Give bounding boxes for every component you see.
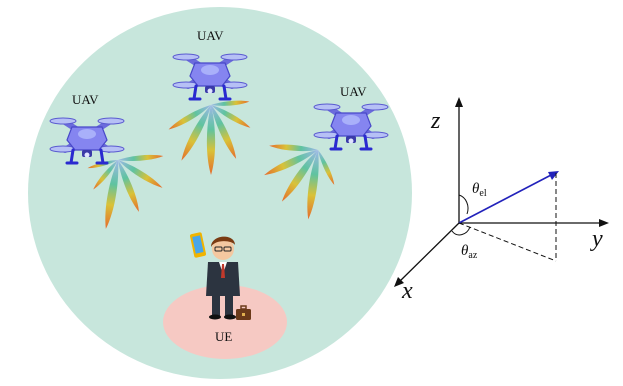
coverage-area bbox=[28, 7, 412, 379]
x-axis bbox=[397, 222, 460, 284]
x-axis-label: x bbox=[401, 278, 413, 304]
theta-el-label: θel bbox=[472, 181, 487, 199]
uav-label-center: UAV bbox=[197, 28, 224, 43]
elevation-arc bbox=[458, 194, 469, 215]
direction-vector bbox=[458, 173, 554, 224]
briefcase-icon bbox=[236, 305, 251, 320]
z-axis-label: z bbox=[430, 108, 441, 134]
coordinate-system bbox=[394, 97, 609, 287]
ue-user: UE bbox=[190, 232, 251, 344]
uav-label-right: UAV bbox=[340, 84, 367, 99]
phone-icon bbox=[190, 232, 206, 258]
y-axis-label: y bbox=[590, 226, 603, 252]
uav-label-left: UAV bbox=[72, 92, 99, 107]
uav-center: UAV bbox=[167, 28, 252, 175]
uav-right: UAV bbox=[262, 84, 388, 220]
uav-left: UAV bbox=[50, 92, 165, 230]
ue-zone bbox=[163, 285, 287, 359]
ue-label: UE bbox=[215, 329, 232, 344]
theta-az-label: θaz bbox=[461, 243, 478, 261]
azimuth-arc bbox=[451, 226, 471, 236]
